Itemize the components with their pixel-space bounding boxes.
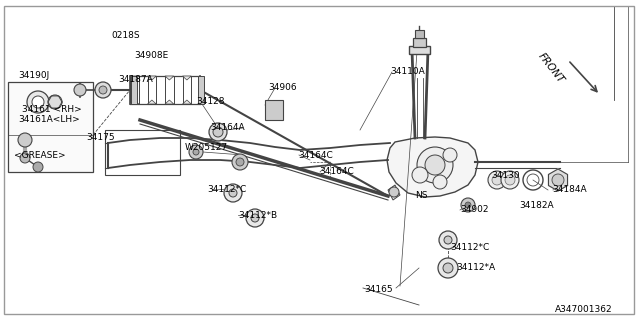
- Circle shape: [444, 236, 452, 244]
- Text: W205127: W205127: [185, 143, 228, 153]
- Polygon shape: [165, 76, 173, 80]
- Text: 0218S: 0218S: [111, 31, 140, 41]
- Text: 34128: 34128: [196, 97, 225, 106]
- Circle shape: [27, 91, 49, 113]
- Circle shape: [389, 187, 399, 197]
- Text: 34130: 34130: [491, 171, 520, 180]
- Polygon shape: [130, 100, 139, 104]
- Circle shape: [48, 95, 62, 109]
- Circle shape: [99, 86, 107, 94]
- Text: 34112*A: 34112*A: [456, 263, 495, 273]
- Circle shape: [213, 127, 223, 137]
- Circle shape: [209, 123, 227, 141]
- Text: 34165: 34165: [364, 285, 392, 294]
- Text: 34906: 34906: [268, 84, 296, 92]
- Polygon shape: [388, 185, 400, 200]
- Circle shape: [251, 214, 259, 222]
- Circle shape: [465, 202, 471, 208]
- Circle shape: [189, 145, 203, 159]
- Polygon shape: [130, 76, 139, 80]
- Text: 34161 <RH>: 34161 <RH>: [22, 105, 82, 114]
- Circle shape: [492, 175, 502, 185]
- Polygon shape: [182, 76, 191, 80]
- Text: 34164C: 34164C: [319, 167, 354, 177]
- Text: 34184A: 34184A: [552, 186, 587, 195]
- Text: FRONT: FRONT: [536, 51, 566, 85]
- Circle shape: [552, 174, 564, 186]
- Circle shape: [433, 175, 447, 189]
- Text: 34110A: 34110A: [390, 68, 425, 76]
- Polygon shape: [147, 100, 156, 104]
- Circle shape: [236, 158, 244, 166]
- Text: 34902: 34902: [460, 205, 488, 214]
- Circle shape: [425, 155, 445, 175]
- Circle shape: [505, 175, 515, 185]
- Text: A347001362: A347001362: [555, 306, 612, 315]
- Circle shape: [439, 231, 457, 249]
- Bar: [265, 100, 283, 120]
- Bar: [198, 76, 204, 104]
- Polygon shape: [387, 137, 478, 197]
- Polygon shape: [548, 169, 568, 191]
- Text: 34164A: 34164A: [210, 124, 244, 132]
- Text: 34112*B: 34112*B: [238, 211, 277, 220]
- Text: 34187A: 34187A: [118, 76, 153, 84]
- Polygon shape: [182, 100, 191, 104]
- Circle shape: [229, 189, 237, 197]
- Circle shape: [232, 154, 248, 170]
- Bar: [409, 46, 430, 54]
- Circle shape: [193, 149, 199, 155]
- Text: 34182A: 34182A: [519, 201, 554, 210]
- Circle shape: [443, 148, 457, 162]
- Circle shape: [18, 133, 32, 147]
- Text: 34190J: 34190J: [18, 71, 49, 81]
- Circle shape: [224, 184, 242, 202]
- Bar: [131, 76, 137, 104]
- Text: 34164C: 34164C: [298, 150, 333, 159]
- Text: 34112*C: 34112*C: [450, 244, 489, 252]
- Circle shape: [461, 198, 475, 212]
- Polygon shape: [147, 76, 156, 80]
- Circle shape: [443, 263, 453, 273]
- Circle shape: [20, 153, 30, 163]
- Circle shape: [412, 167, 428, 183]
- Circle shape: [417, 147, 453, 183]
- Text: 34112*C: 34112*C: [207, 186, 246, 195]
- Circle shape: [501, 171, 519, 189]
- Circle shape: [33, 162, 43, 172]
- Circle shape: [95, 82, 111, 98]
- Circle shape: [438, 258, 458, 278]
- Text: 34908E: 34908E: [134, 52, 168, 60]
- Text: 34161A<LH>: 34161A<LH>: [18, 115, 80, 124]
- Text: <GREASE>: <GREASE>: [14, 150, 66, 159]
- Circle shape: [32, 96, 44, 108]
- Bar: [8, 82, 93, 172]
- Text: 34175: 34175: [86, 132, 115, 141]
- Bar: [415, 30, 424, 38]
- Bar: [105, 130, 180, 175]
- Circle shape: [246, 209, 264, 227]
- Circle shape: [488, 171, 506, 189]
- Text: NS: NS: [415, 191, 428, 201]
- Circle shape: [74, 84, 86, 96]
- Polygon shape: [165, 100, 173, 104]
- Bar: [413, 38, 426, 47]
